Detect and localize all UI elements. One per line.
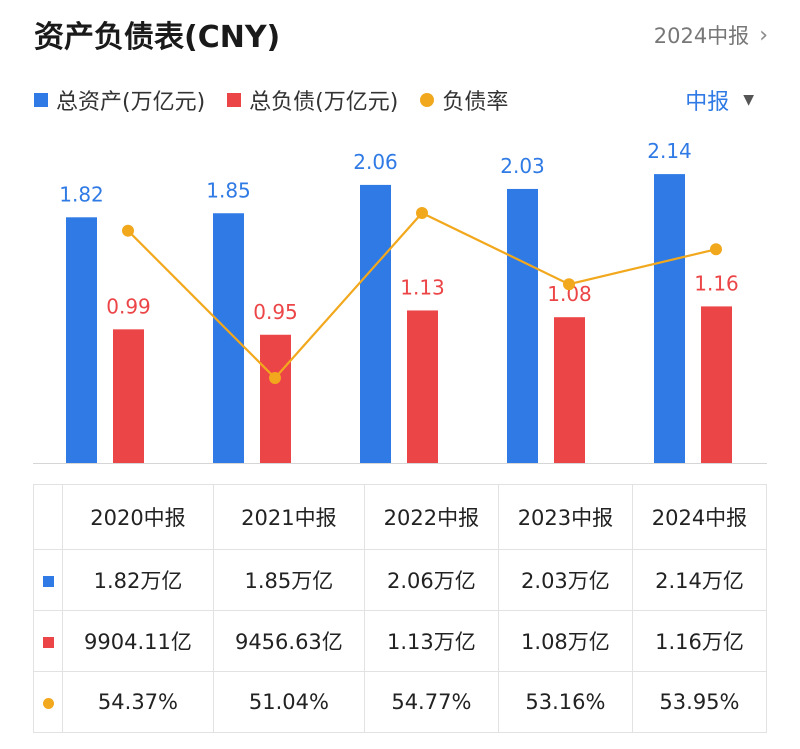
ratio-point	[416, 207, 428, 219]
table-row-ratio: 54.37% 51.04% 54.77% 53.16% 53.95%	[33, 671, 768, 733]
table-cell: 53.95%	[631, 671, 768, 733]
report-period-link[interactable]: 2024中报 ›	[654, 20, 768, 50]
table-marker-cell	[33, 610, 63, 672]
assets-bar	[654, 174, 685, 463]
table-header-cell: 2022中报	[363, 484, 499, 550]
table-cell: 54.77%	[363, 671, 499, 733]
table-cell: 1.08万亿	[497, 610, 633, 672]
report-period-label: 2024中报	[653, 24, 750, 48]
assets-data-label: 2.14	[647, 139, 692, 163]
table-corner-cell	[33, 484, 63, 550]
table-cell: 1.13万亿	[363, 610, 499, 672]
table-header-cell: 2024中报	[631, 484, 768, 550]
ratio-point	[710, 243, 722, 256]
table-cell: 2.14万亿	[631, 549, 768, 611]
table-cell: 2.03万亿	[497, 549, 633, 611]
liabilities-data-label: 1.16	[694, 271, 739, 295]
table-row-assets: 1.82万亿 1.85万亿 2.06万亿 2.03万亿 2.14万亿	[33, 549, 768, 611]
liabilities-bar	[113, 329, 144, 463]
page-title: 资产负债表(CNY)	[34, 20, 281, 55]
liabilities-bar	[701, 306, 732, 463]
legend-item-liabilities: 总负债(万亿元)	[227, 84, 398, 116]
table-cell: 1.82万亿	[62, 549, 214, 611]
table-header-cell: 2023中报	[497, 484, 633, 550]
liabilities-data-label: 1.13	[400, 275, 445, 299]
table-marker-cell	[33, 671, 63, 733]
legend-swatch-ratio	[420, 93, 435, 107]
assets-bar	[507, 188, 538, 463]
liabilities-bar	[407, 310, 438, 463]
caret-down-icon: ▼	[743, 92, 754, 108]
table-cell: 2.06万亿	[363, 549, 499, 611]
table-cell: 51.04%	[212, 671, 365, 733]
assets-bar	[66, 217, 97, 463]
table-cell: 1.85万亿	[212, 549, 365, 611]
liabilities-data-label: 0.95	[253, 300, 298, 324]
assets-data-label: 2.06	[353, 150, 398, 174]
legend-swatch-liabilities	[227, 93, 242, 107]
period-type-label: 中报	[685, 90, 730, 115]
assets-bar	[213, 213, 244, 463]
table-cell: 1.16万亿	[631, 610, 768, 672]
table-cell: 9456.63亿	[212, 610, 365, 672]
legend-swatch-assets	[34, 93, 48, 107]
liabilities-data-label: 0.99	[106, 294, 151, 318]
table-marker-cell	[33, 549, 63, 611]
table-cell: 53.16%	[497, 671, 633, 733]
table-cell: 9904.11亿	[62, 610, 214, 672]
legend-item-ratio: 负债率	[420, 84, 508, 116]
liabilities-marker-icon	[42, 637, 54, 648]
assets-data-label: 1.85	[206, 178, 251, 202]
table-header-cell: 2020中报	[62, 484, 214, 550]
table-cell: 54.37%	[62, 671, 214, 733]
legend-item-assets: 总资产(万亿元)	[34, 84, 205, 116]
liabilities-bar	[260, 334, 291, 463]
table-header-row: 2020中报 2021中报 2022中报 2023中报 2024中报	[33, 484, 768, 550]
assets-data-label: 2.03	[500, 154, 545, 178]
legend-label-assets: 总资产(万亿元)	[56, 90, 206, 115]
table-header-cell: 2021中报	[212, 484, 365, 550]
period-type-select[interactable]: 中报 ▼	[685, 84, 754, 116]
chevron-right-icon: ›	[759, 22, 768, 48]
liabilities-bar	[554, 317, 585, 463]
assets-marker-icon	[42, 576, 54, 587]
assets-data-label: 1.82	[59, 182, 104, 206]
ratio-point	[563, 278, 575, 291]
ratio-point	[122, 224, 134, 237]
chart-legend: 总资产(万亿元) 总负债(万亿元) 负债率	[34, 84, 530, 116]
table-row-liabilities: 9904.11亿 9456.63亿 1.13万亿 1.08万亿 1.16万亿	[33, 610, 768, 672]
balance-sheet-table: 2020中报 2021中报 2022中报 2023中报 2024中报 1.82万…	[33, 484, 768, 733]
ratio-point	[269, 372, 281, 384]
balance-sheet-chart: 1.820.991.850.952.061.132.031.082.141.16	[33, 139, 767, 464]
legend-label-liabilities: 总负债(万亿元)	[249, 90, 399, 115]
legend-label-ratio: 负债率	[442, 90, 509, 115]
assets-bar	[360, 184, 391, 463]
ratio-marker-icon	[42, 698, 54, 709]
